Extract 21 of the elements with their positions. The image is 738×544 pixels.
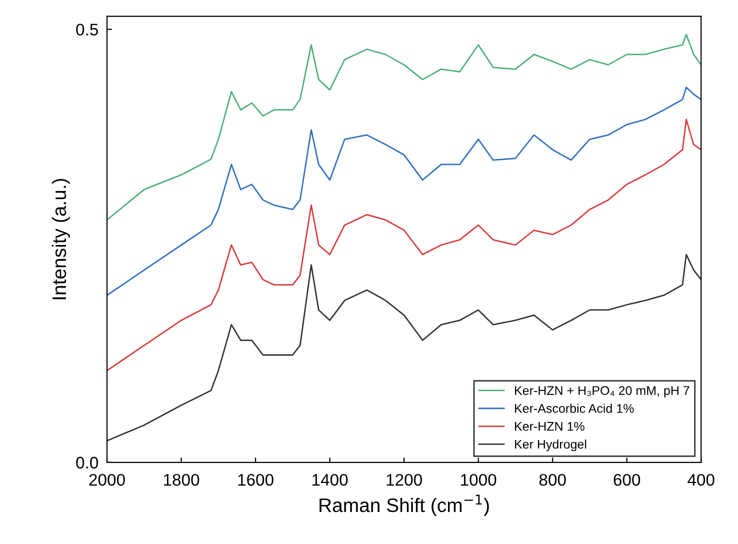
x-tick-label: 1600 (238, 474, 274, 486)
x-tick-label: 400 (688, 474, 714, 486)
line-series (107, 254, 702, 442)
x-tick-label: 800 (539, 474, 566, 486)
x-tick-label: 2000 (89, 474, 125, 486)
line-series (107, 118, 702, 372)
legend-label: Ker-Ascorbic Acid 1% (515, 404, 634, 413)
x-tick-label: 600 (614, 474, 640, 486)
y-axis-title: Intensity (a.u.) (52, 178, 70, 300)
x-tick-label: 1200 (386, 474, 422, 486)
legend-label: Ker-HZN 1% (515, 422, 584, 431)
x-tick-label: 1800 (164, 474, 200, 486)
x-axis-title: Raman Shift (cm$^{−1}$) (320, 494, 489, 516)
legend-label: Ker Hydrogel (515, 440, 586, 452)
x-tick-label: 1000 (461, 474, 496, 486)
x-tick-label: 1400 (312, 474, 348, 486)
line-series (107, 86, 702, 296)
legend-label: Ker-HZN + H₃PO₄ 20 mM, pH 7 (515, 386, 690, 398)
y-tick-label: 0.0 (76, 456, 98, 469)
line-series (107, 34, 702, 221)
y-tick-label: 0.5 (76, 24, 98, 36)
